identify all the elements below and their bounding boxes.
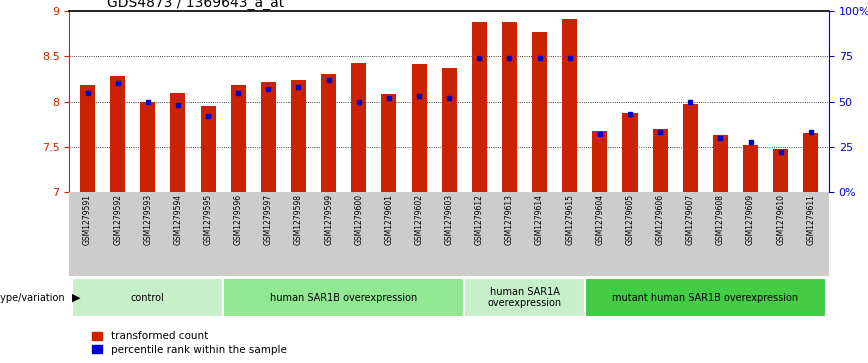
Bar [592,131,608,192]
Text: GSM1279612: GSM1279612 [475,194,483,245]
Bar [231,85,246,192]
Bar [472,22,487,192]
Legend: transformed count, percentile rank within the sample: transformed count, percentile rank withi… [92,331,286,355]
Text: GSM1279599: GSM1279599 [324,194,333,245]
Text: GSM1279605: GSM1279605 [626,194,635,245]
Bar [201,106,215,192]
Text: mutant human SAR1B overexpression: mutant human SAR1B overexpression [612,293,799,303]
Bar [170,93,186,192]
Bar [80,85,95,192]
Text: GSM1279613: GSM1279613 [505,194,514,245]
Bar [321,74,336,192]
Text: genotype/variation: genotype/variation [0,293,65,303]
Text: GSM1279602: GSM1279602 [415,194,424,245]
Bar [291,80,306,192]
FancyBboxPatch shape [464,278,585,317]
Bar [411,64,426,192]
Text: GSM1279603: GSM1279603 [444,194,454,245]
Text: GSM1279604: GSM1279604 [595,194,604,245]
Bar [352,62,366,192]
Text: GSM1279601: GSM1279601 [385,194,393,245]
Text: GSM1279597: GSM1279597 [264,194,273,245]
Text: GSM1279607: GSM1279607 [686,194,694,245]
Text: GSM1279608: GSM1279608 [716,194,725,245]
Bar [653,129,667,192]
Text: GDS4873 / 1369643_a_at: GDS4873 / 1369643_a_at [108,0,285,10]
Bar [773,149,788,192]
Text: GSM1279594: GSM1279594 [174,194,182,245]
Bar [743,145,758,192]
Text: GSM1279591: GSM1279591 [83,194,92,245]
Text: GSM1279593: GSM1279593 [143,194,152,245]
Text: GSM1279611: GSM1279611 [806,194,815,245]
Text: GSM1279606: GSM1279606 [655,194,665,245]
FancyBboxPatch shape [223,278,464,317]
Text: GSM1279595: GSM1279595 [204,194,213,245]
Text: GSM1279596: GSM1279596 [233,194,243,245]
Bar [803,133,819,192]
Bar [683,105,698,192]
Bar [381,94,397,192]
Text: human SAR1A
overexpression: human SAR1A overexpression [488,287,562,309]
Bar [110,76,125,192]
Bar [562,19,577,192]
Text: ▶: ▶ [72,293,81,303]
Text: GSM1279609: GSM1279609 [746,194,755,245]
FancyBboxPatch shape [585,278,826,317]
Bar [260,82,276,192]
Bar [532,32,547,192]
Bar [141,102,155,192]
Bar [622,113,638,192]
Bar [502,22,517,192]
Text: GSM1279614: GSM1279614 [535,194,544,245]
FancyBboxPatch shape [72,278,223,317]
Bar [442,68,457,192]
Text: human SAR1B overexpression: human SAR1B overexpression [270,293,418,303]
Text: GSM1279615: GSM1279615 [565,194,575,245]
Text: GSM1279598: GSM1279598 [294,194,303,245]
Text: control: control [131,293,165,303]
Text: GSM1279592: GSM1279592 [113,194,122,245]
Text: GSM1279610: GSM1279610 [776,194,786,245]
Text: GSM1279600: GSM1279600 [354,194,364,245]
Bar [713,135,728,192]
